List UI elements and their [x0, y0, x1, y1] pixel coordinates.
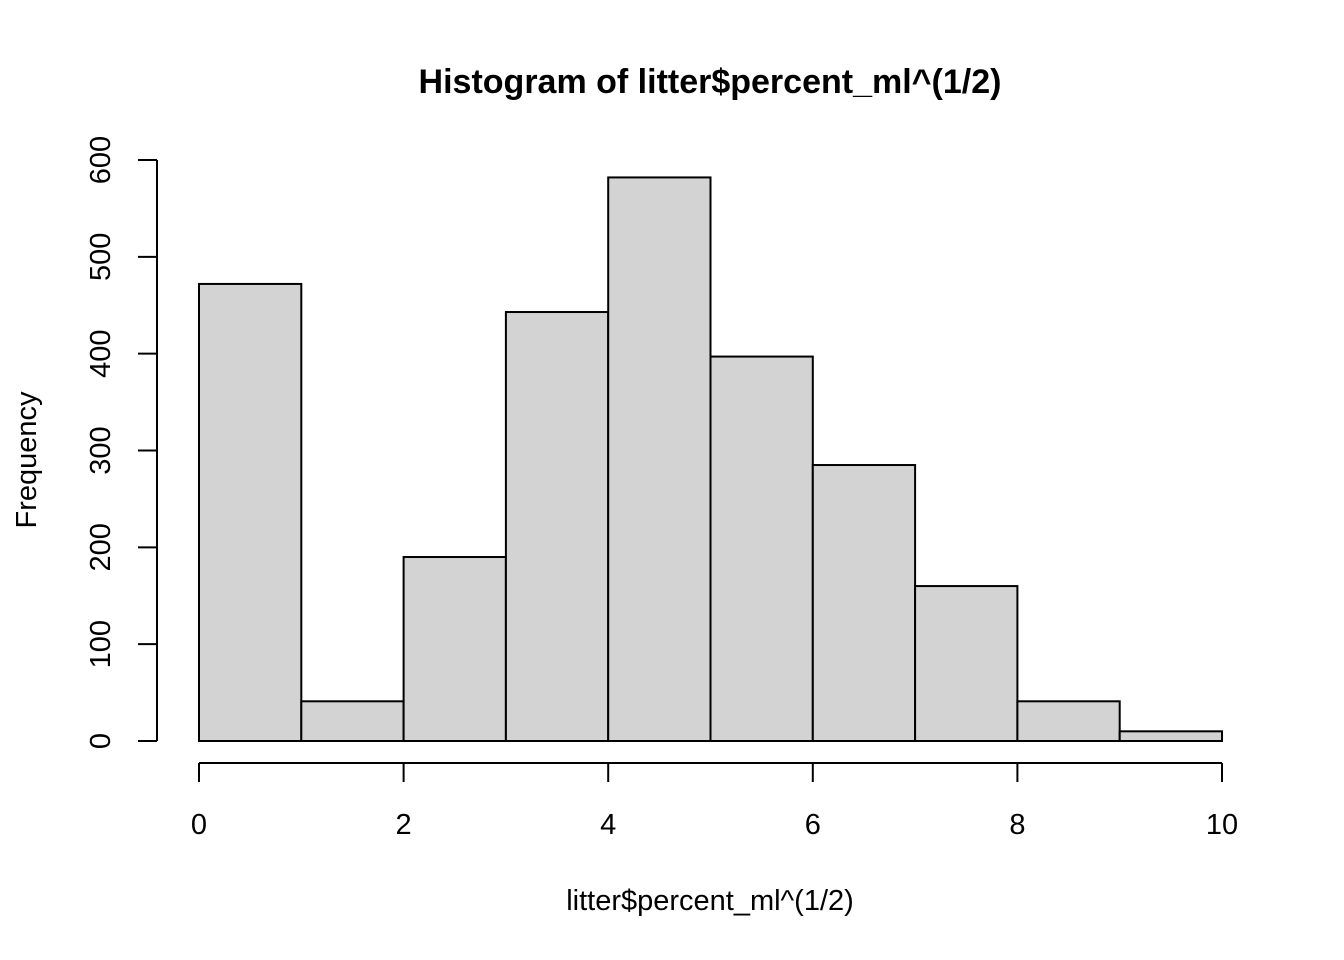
histogram-bar-1 — [300, 700, 405, 743]
y-axis-label: Frequency — [11, 391, 43, 529]
histogram-bar-4 — [607, 176, 712, 742]
x-tick-label-3: 6 — [805, 809, 821, 841]
y-tick-label-3: 300 — [85, 426, 117, 474]
x-tick-label-4: 8 — [1009, 809, 1025, 841]
y-tick-label-6: 600 — [85, 136, 117, 184]
histogram-bar-9 — [1118, 730, 1223, 742]
histogram-bar-3 — [504, 311, 610, 742]
y-tick-label-1: 100 — [85, 620, 117, 668]
x-tick-label-5: 10 — [1206, 809, 1238, 841]
histogram-bar-8 — [1016, 700, 1121, 743]
x-tick-label-0: 0 — [191, 809, 207, 841]
y-tick-label-0: 0 — [85, 733, 117, 749]
histogram-bar-5 — [709, 355, 814, 742]
x-tick-label-2: 4 — [600, 809, 616, 841]
x-axis-label: litter$percent_ml^(1/2) — [566, 885, 854, 917]
histogram-bar-6 — [811, 464, 917, 742]
bars-group — [198, 176, 1223, 743]
histogram-bar-7 — [914, 585, 1019, 742]
histogram-bar-0 — [198, 282, 303, 742]
x-axis: 0 2 4 6 8 10 — [191, 762, 1238, 841]
x-tick-label-1: 2 — [396, 809, 412, 841]
chart-title: Histogram of litter$percent_ml^(1/2) — [419, 63, 1002, 101]
y-tick-label-2: 200 — [85, 523, 117, 571]
y-tick-label-4: 400 — [85, 329, 117, 377]
y-tick-label-5: 500 — [85, 233, 117, 281]
histogram-bar-2 — [402, 556, 507, 742]
y-axis: 0 100 200 300 400 500 600 — [85, 136, 158, 749]
